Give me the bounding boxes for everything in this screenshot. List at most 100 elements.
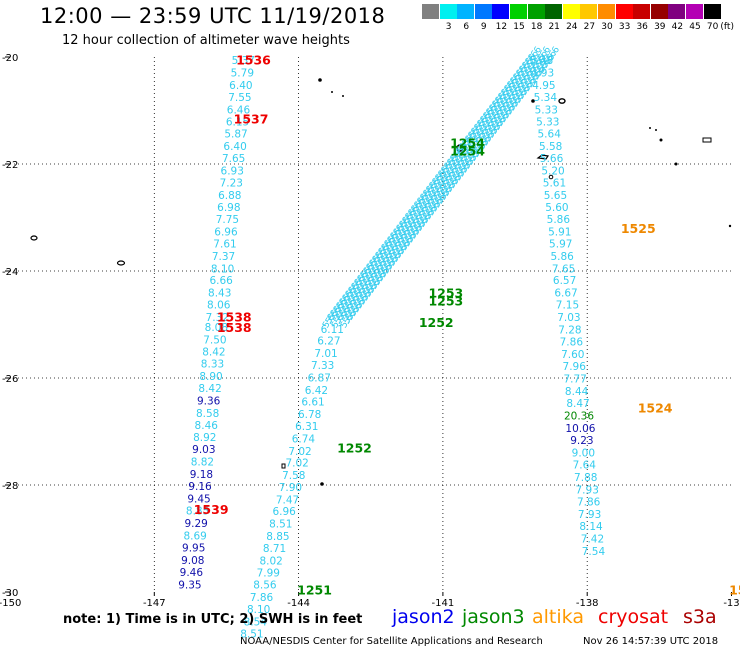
scale-swatch — [562, 4, 580, 19]
wave-height-value: 7.55 — [228, 92, 251, 104]
wave-height-value: 5.87 — [224, 129, 247, 141]
wave-height-value: 9.16 — [188, 481, 212, 493]
wave-height-value: 9.08 — [181, 555, 204, 567]
lat-tick-label: -22 — [2, 160, 18, 171]
lon-tick-label: -147 — [143, 598, 166, 609]
lon-tick-label: -13 — [723, 598, 739, 609]
wave-height-value: 7.15 — [556, 300, 579, 312]
scale-tick-label: 12 — [495, 22, 508, 32]
wave-height-value: 7.03 — [557, 312, 580, 324]
wave-height-value: 5.33 — [536, 117, 559, 129]
pass-time-label: 1539 — [194, 502, 229, 517]
scale-swatch — [703, 4, 721, 19]
scale-swatch — [439, 4, 457, 19]
scale-swatch — [580, 4, 598, 19]
island — [728, 224, 732, 228]
lat-tick-label: -28 — [2, 481, 18, 492]
wave-height-value: 8.85 — [266, 531, 289, 543]
island — [30, 235, 38, 241]
island — [702, 137, 712, 143]
scale-tick-label: 45 — [689, 22, 701, 32]
wave-height-value: 5.60 — [545, 202, 568, 214]
wave-height-value: 7.65 — [222, 153, 245, 165]
island — [659, 138, 663, 142]
wave-height-value: 6.74 — [292, 433, 316, 445]
wave-height-value: 6.40 — [223, 141, 246, 153]
wave-height-value: 5.58 — [539, 141, 562, 153]
scale-tick-label: 70 — [706, 22, 719, 32]
scale-tick-label: 18 — [530, 22, 543, 32]
wave-height-value: 7.77 — [563, 374, 586, 386]
island — [674, 162, 678, 166]
scale-swatch — [615, 4, 633, 19]
wave-height-value: 5.34 — [534, 92, 558, 104]
pass-time-label: 1536 — [236, 53, 271, 68]
scale-unit-label: (ft) — [720, 22, 734, 32]
wave-height-value: 7.61 — [213, 239, 236, 251]
wave-height-value: 7.75 — [216, 214, 239, 226]
wave-height-value: 7.37 — [212, 251, 235, 263]
pass-time-label: 1537 — [234, 112, 269, 127]
scale-swatch — [527, 4, 545, 19]
wave-height-value: 9.36 — [197, 395, 221, 407]
wave-height-value: 8.71 — [263, 543, 286, 555]
island — [281, 463, 286, 469]
wave-height-value: 8.51 — [269, 519, 292, 531]
wave-height-value: 8.82 — [191, 456, 214, 468]
wave-height-value: 5.33 — [535, 104, 558, 116]
wave-height-value: 6.15 — [226, 117, 249, 129]
scale-tick-label: 9 — [480, 22, 487, 32]
wave-height-value: 8.10 — [247, 604, 270, 616]
wave-height-value: 8.85 — [186, 506, 209, 518]
wave-height-value: 8.08 — [205, 322, 228, 334]
pass-time-label: 1252 — [337, 441, 372, 456]
wave-height-value: 7.86 — [560, 337, 584, 349]
wave-height-value: 6.98 — [217, 202, 240, 214]
scale-swatch — [492, 4, 510, 19]
wave-height-value: 7.86 — [250, 592, 274, 604]
wave-height-value: 7.58 — [282, 470, 305, 482]
wave-height-value: 7.32 — [206, 312, 229, 324]
island — [320, 482, 324, 486]
map-subtitle: 12 hour collection of altimeter wave hei… — [62, 33, 350, 48]
lon-tick-label: -138 — [576, 598, 599, 609]
wave-height-value: 7.28 — [558, 324, 581, 336]
scale-swatch — [598, 4, 615, 19]
wave-height-value: 7.64 — [573, 460, 597, 472]
wave-height-value: 8.47 — [566, 398, 589, 410]
lat-tick-label: -30 — [2, 588, 18, 599]
pass-time-label: 1251 — [297, 582, 332, 597]
wave-height-value: 6.11 — [321, 324, 344, 336]
scale-swatch — [650, 4, 668, 19]
wave-height-value: 8.56 — [253, 580, 277, 592]
wave-height-value: 5.20 — [541, 165, 564, 177]
wave-height-value: 7.47 — [276, 494, 299, 506]
wave-height-value: 4.95 — [532, 80, 555, 92]
wave-height-value: 8.44 — [565, 386, 589, 398]
scale-swatch — [545, 4, 563, 19]
wave-height-value: 8.58 — [196, 408, 219, 420]
wave-height-value: 7.90 — [279, 482, 302, 494]
wave-height-value: 5.37 — [232, 55, 255, 67]
scale-tick-label: 6 — [463, 22, 470, 32]
wave-height-values: 5.375.796.407.556.466.155.876.407.656.93… — [178, 55, 605, 641]
lat-tick-label: -20 — [2, 53, 18, 64]
wave-height-value: 5.86 — [550, 251, 574, 263]
wave-height-value: 8.33 — [201, 359, 224, 371]
wave-height-value: 8.46 — [195, 420, 219, 432]
wave-height-value: 8.90 — [199, 371, 222, 383]
pass-time-label: 1253 — [428, 293, 463, 308]
generated-timestamp: Nov 26 14:57:39 UTC 2018 — [583, 636, 719, 647]
wave-height-value: 8.42 — [198, 383, 221, 395]
units-note: note: 1) Time is in UTC; 2) SWH is in fe… — [63, 612, 363, 627]
satellite-legend-jason2: jason2 — [392, 606, 455, 628]
wave-height-value: 8.02 — [259, 555, 282, 567]
scale-tick-label: 39 — [654, 22, 666, 32]
wave-height-value: 6.93 — [221, 165, 244, 177]
wave-height-value: 6.31 — [295, 421, 318, 433]
wave-height-value: 5.86 — [547, 214, 571, 226]
scale-swatch — [422, 4, 439, 19]
wave-height-value: 5.64 — [538, 129, 562, 141]
